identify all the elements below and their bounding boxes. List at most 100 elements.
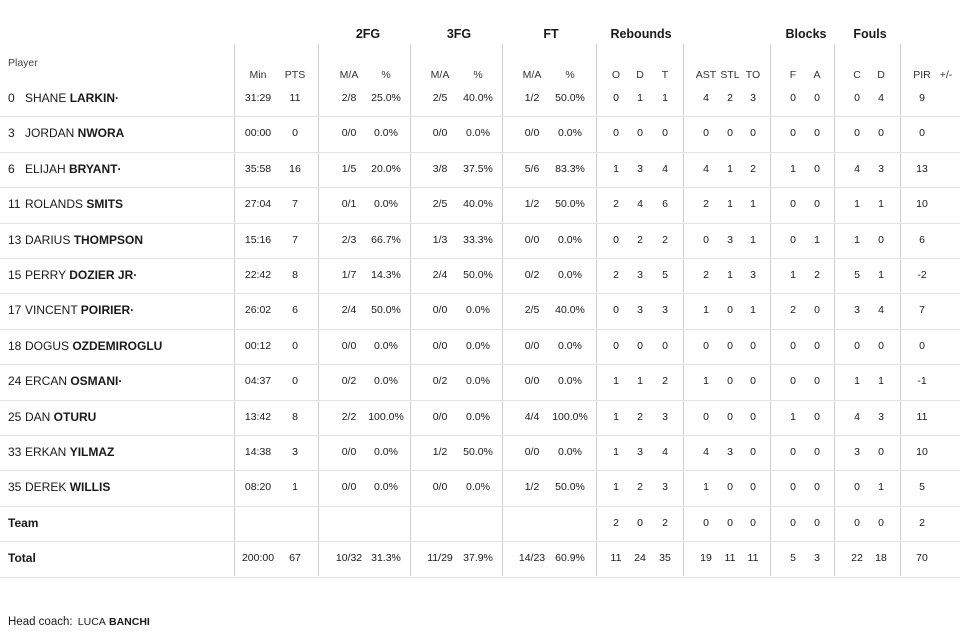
stat-pir: 2	[919, 516, 925, 529]
stat-foul-d: 1	[878, 481, 884, 494]
stat-2fg-pct: 50.0%	[371, 304, 401, 317]
stat-min: 35:58	[244, 162, 272, 175]
stat-pir: 6	[919, 233, 925, 246]
stat-ft-pct: 0.0%	[558, 127, 582, 140]
stat-to: 3	[750, 269, 756, 281]
stat-blk-a: 2	[814, 269, 820, 281]
stat-2fg-pct: 66.7%	[371, 233, 401, 246]
stat-blk-f: 0	[790, 339, 796, 352]
stat-reb-o: 0	[613, 92, 619, 104]
stat-reb-o: 1	[613, 481, 619, 494]
stat-2fg-pct: 0.0%	[374, 339, 398, 352]
player-row: 18 DOGUS OZDEMIROGLU 00:12 0 0/0 0.0% 0/0 0.0% 0…	[0, 329, 960, 364]
stat-foul-d: 1	[878, 198, 884, 211]
stat-blk-f: 0	[790, 516, 796, 529]
group-header-fouls: Fouls	[853, 27, 887, 41]
stat-stl: 0	[727, 339, 733, 352]
row-divider	[0, 293, 960, 295]
stat-foul-d: 1	[878, 375, 884, 388]
stat-pts: 67	[289, 552, 301, 565]
stat-blk-a: 0	[814, 375, 820, 388]
stat-reb-o: 0	[613, 339, 619, 352]
stat-reb-d: 3	[637, 269, 643, 281]
player-name: 15 PERRY DOZIER JR·	[8, 258, 137, 293]
row-divider	[0, 399, 960, 401]
row-divider	[0, 541, 960, 543]
player-first-name: PERRY	[25, 268, 70, 282]
stat-reb-o: 1	[613, 162, 619, 175]
player-first-name: DARIUS	[25, 232, 74, 247]
stat-pts: 0	[292, 375, 298, 388]
stat-blk-a: 1	[814, 233, 820, 246]
column-separator	[770, 44, 771, 576]
row-divider	[0, 435, 960, 436]
stat-3fg-pct: 50.0%	[463, 269, 493, 281]
starter-marker: ·	[118, 374, 123, 389]
stat-reb-o: 2	[613, 516, 619, 529]
stat-pts: 7	[292, 233, 298, 246]
stat-2fg-ma: 1/5	[341, 162, 357, 175]
row-divider	[0, 258, 960, 259]
stat-3fg-ma: 0/0	[432, 127, 448, 140]
column-header-blk-a: A	[813, 69, 821, 81]
stat-foul-d: 0	[878, 127, 884, 140]
player-name: 25 DAN OTURU	[8, 400, 96, 435]
stat-stl: 3	[727, 233, 733, 246]
starter-marker: ·	[133, 268, 138, 282]
stat-reb-d: 2	[637, 481, 643, 494]
player-last-name: WILLIS	[69, 480, 111, 495]
stat-2fg-ma: 0/0	[341, 339, 357, 352]
stat-stl: 3	[727, 446, 733, 458]
column-header-ft-pct: %	[565, 69, 575, 81]
stat-blk-a: 0	[814, 339, 820, 352]
stat-min: 26:02	[244, 304, 272, 317]
column-header-foul-c: C	[853, 69, 861, 81]
stat-ast: 0	[703, 516, 709, 529]
stat-to: 2	[750, 162, 756, 175]
stat-2fg-ma: 2/2	[341, 410, 357, 423]
stat-pts: 11	[289, 92, 301, 104]
stat-3fg-pct: 40.0%	[463, 198, 493, 211]
stat-3fg-pct: 0.0%	[466, 410, 490, 423]
stat-ft-pct: 0.0%	[558, 269, 582, 281]
stat-3fg-ma: 2/5	[432, 92, 448, 104]
stat-2fg-pct: 0.0%	[374, 375, 398, 388]
column-header-foul-d: D	[877, 69, 885, 81]
stat-2fg-pct: 0.0%	[374, 127, 398, 140]
stat-foul-c: 0	[854, 92, 860, 104]
stat-foul-d: 18	[875, 552, 887, 565]
player-row: 17 VINCENT POIRIER· 26:02 6 2/4 50.0% 0/0 0.0% 2…	[0, 293, 960, 328]
stat-min: 00:00	[244, 127, 272, 140]
stat-foul-c: 0	[854, 339, 860, 352]
column-header-min: Min	[249, 69, 267, 81]
player-first-name: ERKAN	[25, 445, 70, 459]
player-row: 0 SHANE LARKIN· 31:29 11 2/8 25.0% 2/5 40.0% 1/2…	[0, 81, 960, 116]
stat-min: 27:04	[244, 198, 272, 211]
head-coach-last-name: BANCHI	[109, 616, 150, 628]
stat-blk-f: 0	[790, 198, 796, 211]
player-first-name: ELIJAH	[25, 161, 70, 176]
stat-ast: 4	[703, 162, 709, 175]
stat-2fg-pct: 14.3%	[371, 269, 401, 281]
group-header-3fg: 3FG	[446, 27, 472, 41]
stat-blk-f: 2	[790, 304, 796, 317]
column-header-blk-f: F	[789, 69, 797, 81]
player-row: 33 ERKAN YILMAZ 14:38 3 0/0 0.0% 1/2 50.0% 0/0 0.…	[0, 435, 960, 470]
column-header-reb-t: T	[661, 69, 669, 81]
stat-blk-a: 0	[814, 162, 820, 175]
stat-ast: 2	[703, 269, 709, 281]
stat-reb-d: 3	[637, 162, 643, 175]
stat-stl: 0	[727, 410, 733, 423]
column-separator	[318, 44, 319, 576]
head-coach-first-name: LUCA	[77, 616, 106, 628]
stat-min: 31:29	[244, 92, 272, 104]
row-divider	[0, 151, 960, 153]
stat-ast: 0	[703, 410, 709, 423]
stat-ft-pct: 40.0%	[555, 304, 585, 317]
player-last-name: OTURU	[53, 409, 97, 424]
stat-reb-t: 4	[662, 446, 668, 458]
stat-pir: 10	[916, 446, 928, 458]
stat-3fg-ma: 3/8	[432, 162, 448, 175]
stat-3fg-pct: 0.0%	[466, 127, 490, 140]
stat-pts: 6	[292, 304, 298, 317]
